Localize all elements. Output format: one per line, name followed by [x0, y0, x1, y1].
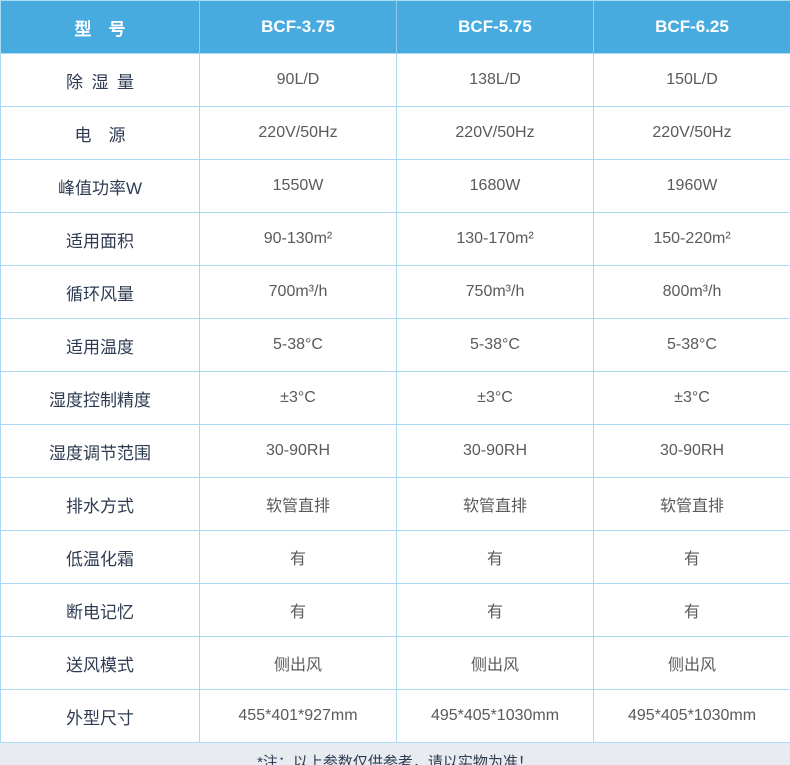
spec-value-cell: 495*405*1030mm	[593, 689, 790, 743]
spec-label-applicable-temperature: 适用温度	[0, 318, 200, 372]
spec-value-cell: 495*405*1030mm	[396, 689, 594, 743]
spec-value-cell: 90-130m²	[199, 212, 397, 266]
model-header-label: 型 号	[0, 0, 200, 54]
spec-value-cell: 220V/50Hz	[199, 106, 397, 160]
table-row: 湿度调节范围 30-90RH 30-90RH 30-90RH	[0, 424, 790, 478]
spec-value-cell: 30-90RH	[396, 424, 594, 478]
spec-label-applicable-area: 适用面积	[0, 212, 200, 266]
spec-value-cell: 1550W	[199, 159, 397, 213]
spec-value-cell: 有	[593, 583, 790, 637]
spec-value-cell: 150L/D	[593, 53, 790, 107]
spec-label-humidity-control-precision: 湿度控制精度	[0, 371, 200, 425]
spec-value-cell: 软管直排	[199, 477, 397, 531]
table-row: 适用面积 90-130m² 130-170m² 150-220m²	[0, 212, 790, 266]
spec-value-cell: 侧出风	[396, 636, 594, 690]
spec-value-cell: 800m³/h	[593, 265, 790, 319]
table-row: 除 湿 量 90L/D 138L/D 150L/D	[0, 53, 790, 107]
table-header-row: 型 号 BCF-3.75 BCF-5.75 BCF-6.25	[0, 0, 790, 54]
spec-value-cell: 侧出风	[199, 636, 397, 690]
spec-value-cell: 软管直排	[396, 477, 594, 531]
spec-value-cell: 有	[396, 530, 594, 584]
spec-label-air-supply-mode: 送风模式	[0, 636, 200, 690]
model-header-bcf-575: BCF-5.75	[396, 0, 594, 54]
table-row: 适用温度 5-38°C 5-38°C 5-38°C	[0, 318, 790, 372]
footnote-text: *注：以上参数仅供参考，请以实物为准！	[257, 754, 533, 765]
spec-value-cell: 30-90RH	[199, 424, 397, 478]
spec-value-cell: 有	[199, 583, 397, 637]
spec-value-cell: 1680W	[396, 159, 594, 213]
spec-value-cell: 软管直排	[593, 477, 790, 531]
spec-value-cell: 90L/D	[199, 53, 397, 107]
spec-label-dehumidify-capacity: 除 湿 量	[0, 53, 200, 107]
spec-value-cell: 130-170m²	[396, 212, 594, 266]
spec-value-cell: 有	[199, 530, 397, 584]
table-row: 循环风量 700m³/h 750m³/h 800m³/h	[0, 265, 790, 319]
table-row: 排水方式 软管直排 软管直排 软管直排	[0, 477, 790, 531]
spec-value-cell: 5-38°C	[593, 318, 790, 372]
footnote-bar: *注：以上参数仅供参考，请以实物为准！	[0, 743, 790, 765]
spec-label-drainage-method: 排水方式	[0, 477, 200, 531]
table-row: 峰值功率W 1550W 1680W 1960W	[0, 159, 790, 213]
spec-value-cell: 220V/50Hz	[396, 106, 594, 160]
spec-value-cell: ±3°C	[593, 371, 790, 425]
spec-value-cell: 5-38°C	[396, 318, 594, 372]
product-spec-table: 型 号 BCF-3.75 BCF-5.75 BCF-6.25 除 湿 量 90L…	[0, 0, 790, 743]
table-row: 湿度控制精度 ±3°C ±3°C ±3°C	[0, 371, 790, 425]
spec-label-air-circulation: 循环风量	[0, 265, 200, 319]
table-row: 外型尺寸 455*401*927mm 495*405*1030mm 495*40…	[0, 689, 790, 743]
spec-value-cell: 有	[593, 530, 790, 584]
table-row: 低温化霜 有 有 有	[0, 530, 790, 584]
spec-value-cell: 750m³/h	[396, 265, 594, 319]
spec-value-cell: 220V/50Hz	[593, 106, 790, 160]
spec-label-low-temp-defrost: 低温化霜	[0, 530, 200, 584]
spec-value-cell: 1960W	[593, 159, 790, 213]
spec-value-cell: 侧出风	[593, 636, 790, 690]
spec-value-cell: 有	[396, 583, 594, 637]
spec-value-cell: ±3°C	[199, 371, 397, 425]
table-row: 电 源 220V/50Hz 220V/50Hz 220V/50Hz	[0, 106, 790, 160]
spec-label-power-supply: 电 源	[0, 106, 200, 160]
spec-value-cell: 455*401*927mm	[199, 689, 397, 743]
spec-value-cell: 5-38°C	[199, 318, 397, 372]
model-header-bcf-625: BCF-6.25	[593, 0, 790, 54]
spec-label-power-off-memory: 断电记忆	[0, 583, 200, 637]
spec-value-cell: 138L/D	[396, 53, 594, 107]
spec-value-cell: ±3°C	[396, 371, 594, 425]
table-row: 送风模式 侧出风 侧出风 侧出风	[0, 636, 790, 690]
spec-label-peak-power: 峰值功率W	[0, 159, 200, 213]
spec-value-cell: 700m³/h	[199, 265, 397, 319]
spec-label-dimensions: 外型尺寸	[0, 689, 200, 743]
spec-label-humidity-adjust-range: 湿度调节范围	[0, 424, 200, 478]
spec-value-cell: 30-90RH	[593, 424, 790, 478]
spec-value-cell: 150-220m²	[593, 212, 790, 266]
model-header-bcf-375: BCF-3.75	[199, 0, 397, 54]
table-row: 断电记忆 有 有 有	[0, 583, 790, 637]
